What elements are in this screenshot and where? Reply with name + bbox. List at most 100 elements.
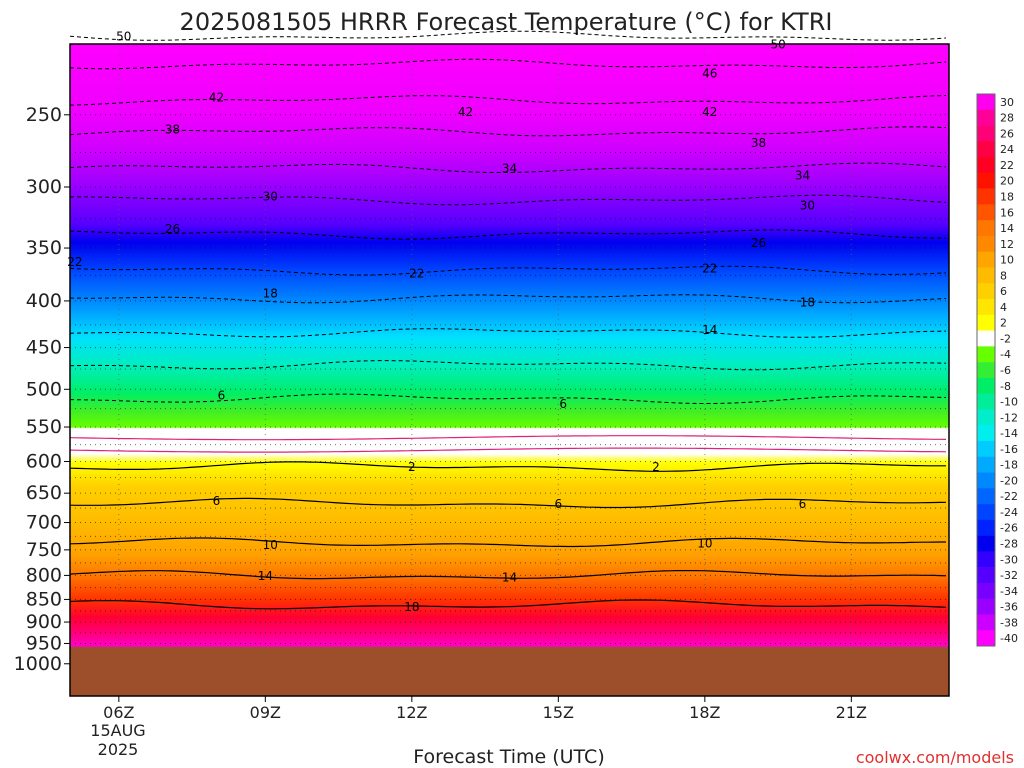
legend-swatch bbox=[977, 409, 995, 426]
contour-label: 2 bbox=[408, 460, 416, 474]
legend-swatch bbox=[977, 582, 995, 599]
source-credit: coolwx.com/models bbox=[856, 748, 1014, 767]
contour-label: 14 bbox=[702, 323, 717, 337]
legend-label: -10 bbox=[1000, 396, 1018, 409]
contour-label: 46 bbox=[702, 67, 717, 81]
y-tick-label: 900 bbox=[26, 611, 62, 633]
legend-swatch bbox=[977, 109, 995, 126]
legend-label: 6 bbox=[1000, 285, 1007, 298]
legend-swatch bbox=[977, 299, 995, 316]
isotherm-contour bbox=[69, 126, 947, 137]
legend-label: 10 bbox=[1000, 254, 1014, 267]
plot-frame bbox=[69, 43, 950, 697]
contour-label: 38 bbox=[751, 136, 766, 150]
legend-label: 8 bbox=[1000, 269, 1007, 282]
contour-label: 22 bbox=[409, 267, 424, 281]
legend-label: -22 bbox=[1000, 490, 1018, 503]
legend-swatch bbox=[977, 204, 995, 221]
contour-label: 14 bbox=[502, 570, 517, 584]
y-tick-label: 1000 bbox=[14, 653, 62, 675]
legend-label: -38 bbox=[1000, 616, 1018, 629]
legend-label: 22 bbox=[1000, 159, 1014, 172]
contour-label: 30 bbox=[800, 199, 815, 213]
contour-label: 38 bbox=[165, 122, 180, 136]
temperature-fill-bands bbox=[70, 44, 949, 696]
legend-label: -24 bbox=[1000, 506, 1018, 519]
legend-label: -20 bbox=[1000, 474, 1018, 487]
contour-label: 6 bbox=[218, 388, 226, 402]
legend-swatch bbox=[977, 172, 995, 189]
x-tick-label: 09Z bbox=[250, 703, 281, 722]
y-tick-label: 350 bbox=[26, 237, 62, 259]
legend-swatch bbox=[977, 220, 995, 237]
legend-swatch bbox=[977, 235, 995, 253]
x-tick-label: 21Z bbox=[836, 703, 867, 722]
isotherm-contour bbox=[69, 570, 947, 580]
isotherm-contour bbox=[69, 58, 947, 70]
legend-label: -18 bbox=[1000, 459, 1018, 472]
y-tick-label: 750 bbox=[26, 539, 62, 561]
contour-label: 2 bbox=[652, 460, 660, 474]
legend-label: 24 bbox=[1000, 143, 1014, 156]
freezing-level-contour bbox=[69, 435, 947, 441]
contour-label: 30 bbox=[263, 190, 278, 204]
legend-swatch bbox=[977, 393, 995, 410]
legend-label: -34 bbox=[1000, 585, 1018, 598]
y-tick-label: 550 bbox=[26, 416, 62, 438]
contour-label: 10 bbox=[263, 538, 278, 552]
legend-swatch bbox=[977, 535, 995, 552]
legend-swatch bbox=[977, 377, 995, 394]
isotherm-contour bbox=[69, 360, 947, 371]
legend-label: 12 bbox=[1000, 238, 1014, 251]
legend-swatch bbox=[977, 267, 995, 284]
contour-label: 6 bbox=[559, 397, 567, 411]
legend-swatch bbox=[977, 614, 995, 631]
y-tick-label: 300 bbox=[26, 176, 62, 198]
temperature-fill bbox=[70, 44, 949, 696]
legend-swatch bbox=[977, 551, 995, 568]
x-tick-label: 12Z bbox=[396, 703, 427, 722]
legend-swatch bbox=[977, 346, 995, 363]
isotherm-contour bbox=[69, 95, 947, 106]
contour-label: 18 bbox=[800, 295, 815, 309]
legend-label: -30 bbox=[1000, 553, 1018, 566]
legend-label: 2 bbox=[1000, 317, 1007, 330]
grid-lines bbox=[70, 44, 949, 696]
y-tick-label: 450 bbox=[26, 337, 62, 359]
contour-label: 6 bbox=[213, 494, 221, 508]
contour-label: 42 bbox=[702, 105, 717, 119]
legend-label: -14 bbox=[1000, 427, 1018, 440]
contour-label: 42 bbox=[458, 105, 473, 119]
legend-label: -28 bbox=[1000, 537, 1018, 550]
y-tick-label: 700 bbox=[26, 512, 62, 534]
isotherm-contour bbox=[69, 461, 946, 472]
y-tick-label: 250 bbox=[26, 104, 62, 126]
contour-label: 34 bbox=[502, 162, 517, 176]
x-tick-label: 06Z bbox=[103, 703, 134, 722]
y-tick-label: 400 bbox=[26, 290, 62, 312]
legend-swatch bbox=[977, 425, 995, 442]
legend-swatch bbox=[977, 440, 995, 458]
legend-label: -2 bbox=[1000, 332, 1011, 345]
legend-label: -32 bbox=[1000, 569, 1018, 582]
legend-swatch bbox=[977, 567, 995, 584]
x-date-label-year: 2025 bbox=[98, 740, 139, 759]
legend-label: 30 bbox=[1000, 96, 1014, 109]
isotherm-contour bbox=[69, 328, 947, 338]
legend-swatch bbox=[977, 330, 995, 347]
contour-label: 34 bbox=[795, 168, 810, 182]
legend-label: 14 bbox=[1000, 222, 1014, 235]
legend-swatch bbox=[977, 630, 995, 647]
legend-swatch bbox=[977, 125, 995, 142]
legend-label: -4 bbox=[1000, 348, 1011, 361]
legend-swatch bbox=[977, 504, 995, 521]
contour-label: 6 bbox=[799, 497, 807, 511]
y-tick-label: 950 bbox=[26, 632, 62, 654]
isotherm-contour bbox=[69, 393, 947, 404]
legend-swatch bbox=[977, 472, 995, 489]
legend-label: 20 bbox=[1000, 175, 1014, 188]
y-tick-label: 850 bbox=[26, 588, 62, 610]
contour-label: 18 bbox=[404, 600, 419, 614]
x-tick-label: 15Z bbox=[543, 703, 574, 722]
